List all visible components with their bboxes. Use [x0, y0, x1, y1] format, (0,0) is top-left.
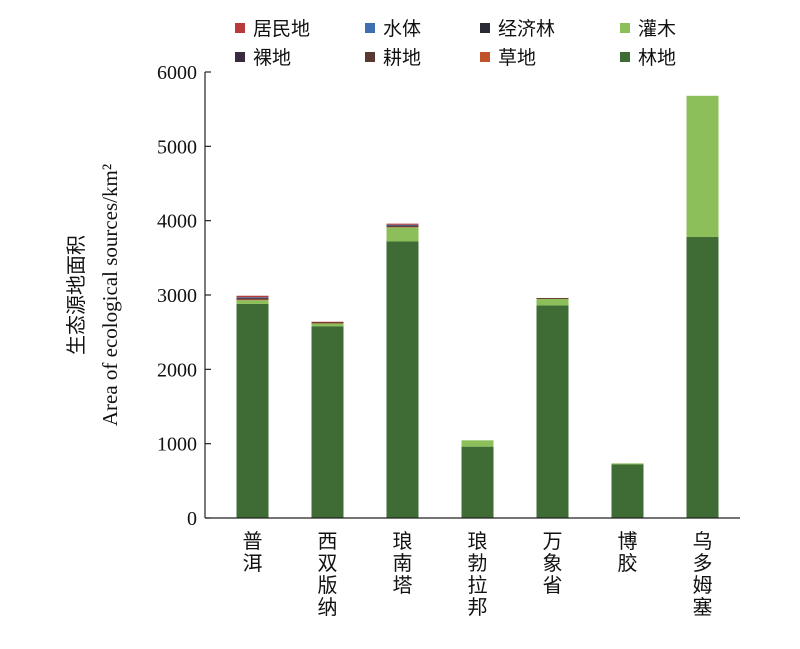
- y-axis-title-cn: 生态源地面积: [64, 235, 88, 355]
- y-tick-label: 0: [187, 508, 197, 530]
- bar-segment: [386, 224, 419, 226]
- y-tick-label: 4000: [157, 211, 197, 233]
- bar-segment: [236, 298, 269, 300]
- legend-swatch: [235, 23, 245, 33]
- bar-segment: [236, 298, 269, 299]
- legend-swatch: [235, 52, 245, 62]
- bar-segment: [536, 305, 569, 518]
- legend-swatch: [365, 52, 375, 62]
- legend-label: 经济林: [498, 18, 555, 40]
- x-category-label: 博胶: [618, 529, 638, 575]
- x-category-label: 西双版纳: [318, 529, 338, 619]
- bar-segment: [386, 225, 419, 227]
- bar-segment: [311, 322, 344, 324]
- x-category-label: 乌多姆塞: [693, 529, 713, 619]
- bar-segment: [611, 463, 644, 465]
- bar-segment: [236, 297, 269, 299]
- bar-segment: [236, 297, 269, 298]
- bar-segment: [386, 226, 419, 228]
- y-tick-label: 2000: [157, 359, 197, 381]
- x-category-label: 琅南塔: [393, 529, 413, 597]
- x-category-label: 琅勃拉邦: [468, 529, 488, 619]
- bar-segment: [311, 322, 344, 324]
- legend-swatch: [480, 52, 490, 62]
- bars: [236, 95, 719, 519]
- bar-segment: [386, 227, 419, 242]
- y-axis-title: 生态源地面积 Area of ecological sources/km²: [64, 164, 122, 426]
- legend-label: 灌木: [638, 18, 676, 40]
- legend-label: 居民地: [253, 18, 310, 40]
- bar-segment: [536, 298, 569, 299]
- bar-segment: [461, 440, 494, 447]
- bar-segment: [386, 241, 419, 519]
- legend-label: 裸地: [253, 47, 291, 69]
- legend-label: 耕地: [383, 47, 421, 69]
- bar-segment: [536, 297, 569, 299]
- bar-segment: [686, 95, 719, 238]
- bar-segment: [686, 237, 719, 518]
- y-tick-label: 6000: [157, 62, 197, 84]
- legend-label: 林地: [638, 47, 676, 69]
- bar-segment: [236, 299, 269, 301]
- y-ticks: 0 1000 2000 3000 4000 5000 6000: [157, 62, 211, 530]
- y-tick-label: 3000: [157, 285, 197, 307]
- bar-segment: [311, 326, 344, 518]
- bar-segment: [236, 295, 269, 298]
- legend-swatch: [620, 52, 630, 62]
- bar-segment: [311, 321, 344, 323]
- bar-segment: [311, 323, 344, 327]
- x-category-label: 万象省: [543, 529, 563, 597]
- x-categories: 普洱 西双版纳 琅南塔 琅勃拉邦 万象省 博胶 乌多姆塞: [243, 529, 713, 619]
- bar-segment: [386, 223, 419, 225]
- bar-segment: [386, 226, 419, 227]
- y-axis-title-en: Area of ecological sources/km²: [98, 164, 122, 426]
- bar-segment: [536, 298, 569, 306]
- legend-label: 水体: [383, 18, 421, 40]
- legend-label: 草地: [498, 47, 536, 69]
- x-category-label: 普洱: [243, 529, 263, 575]
- y-tick-label: 1000: [157, 434, 197, 456]
- y-tick-label: 5000: [157, 136, 197, 158]
- legend-swatch: [365, 23, 375, 33]
- bar-segment: [611, 464, 644, 518]
- legend-swatch: [480, 23, 490, 33]
- bar-segment: [461, 446, 494, 518]
- bar-segment: [386, 225, 419, 226]
- legend-swatch: [620, 23, 630, 33]
- bar-segment: [236, 300, 269, 304]
- bar-segment: [236, 303, 269, 518]
- bar-segment: [311, 322, 344, 323]
